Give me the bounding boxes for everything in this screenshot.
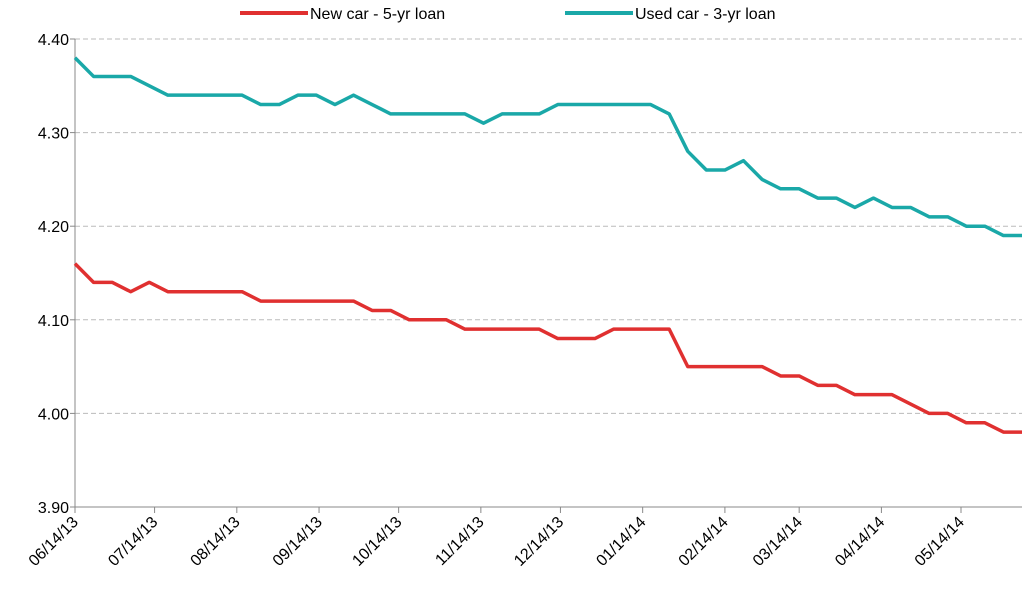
x-tick-label: 02/14/14	[676, 514, 732, 570]
x-tick-label: 03/14/14	[750, 514, 806, 570]
series-line	[73, 262, 1022, 434]
x-tick-label: 08/14/13	[188, 514, 244, 570]
x-tick-label: 04/14/14	[832, 514, 888, 570]
legend-label: Used car - 3-yr loan	[635, 6, 776, 23]
y-tick-label: 4.30	[38, 126, 69, 143]
x-tick-label: 11/14/13	[432, 514, 487, 569]
legend-label: New car - 5-yr loan	[310, 6, 445, 23]
y-tick-label: 3.90	[38, 500, 69, 517]
x-tick-label: 05/14/14	[912, 514, 968, 570]
x-tick-label: 07/14/13	[105, 514, 161, 570]
x-tick-label: 01/14/14	[593, 514, 649, 570]
x-tick-label: 10/14/13	[349, 514, 405, 570]
x-tick-label: 09/14/13	[270, 514, 326, 570]
x-tick-label: 06/14/13	[26, 514, 82, 570]
x-tick-label: 12/14/13	[511, 514, 567, 570]
y-tick-label: 4.20	[38, 219, 69, 236]
y-tick-label: 4.00	[38, 406, 69, 423]
y-tick-label: 4.10	[38, 313, 69, 330]
series-line	[73, 56, 1022, 238]
y-tick-label: 4.40	[38, 32, 69, 49]
